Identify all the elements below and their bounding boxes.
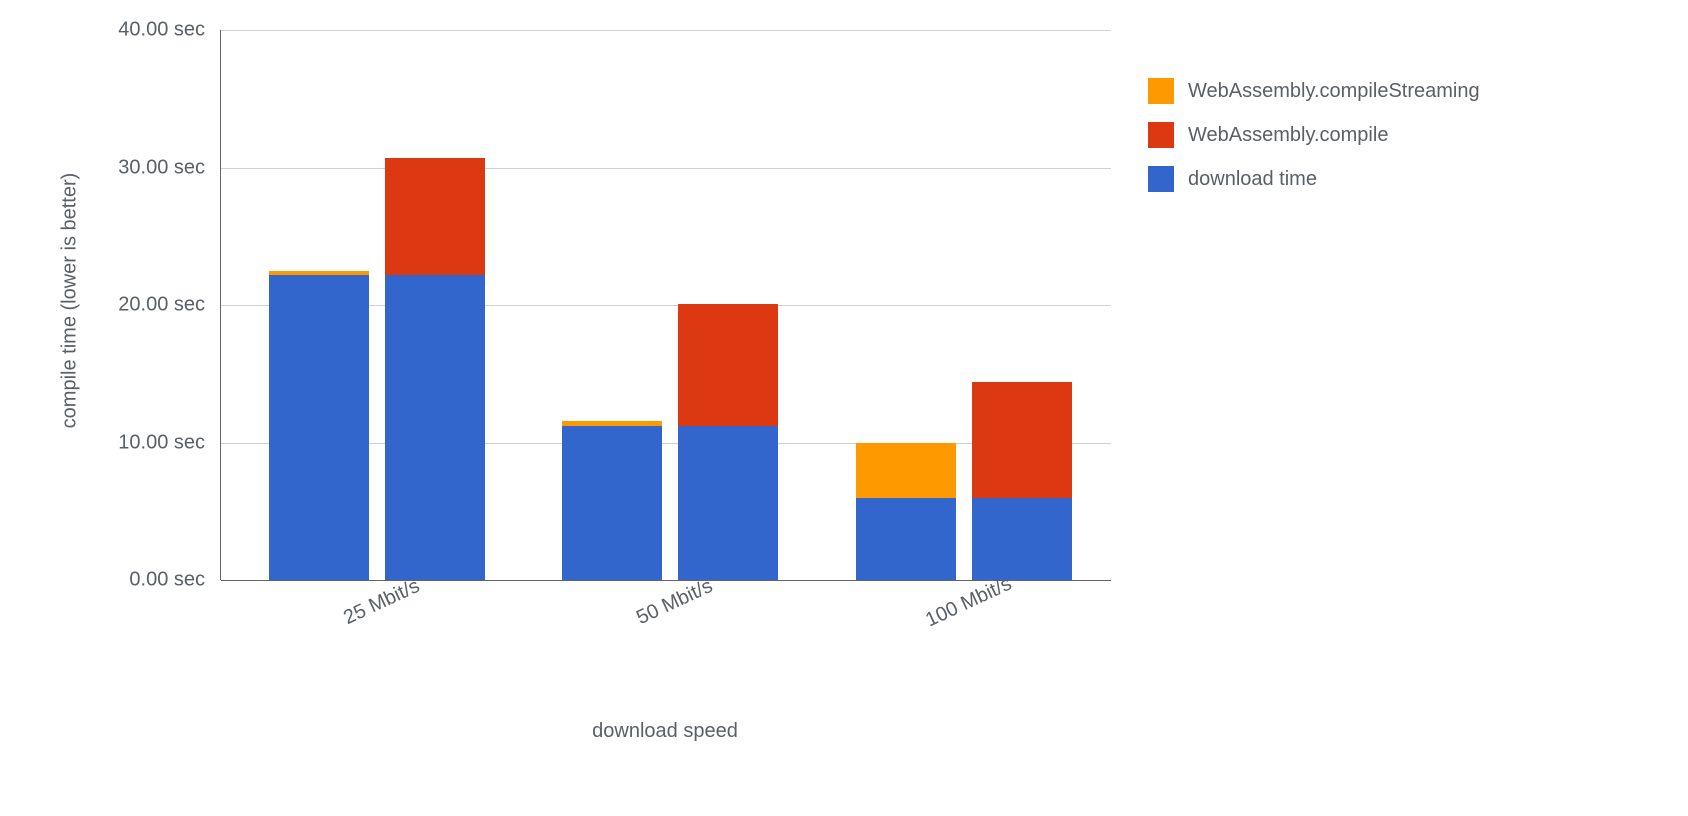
legend-label: WebAssembly.compile	[1188, 124, 1388, 147]
y-tick-label: 30.00 sec	[118, 156, 221, 179]
bar	[856, 443, 956, 581]
bar-segment-compile_streaming	[856, 443, 956, 498]
legend-label: WebAssembly.compileStreaming	[1188, 80, 1480, 103]
legend-item-download_time: download time	[1148, 166, 1480, 192]
bars-layer	[221, 30, 1111, 580]
y-tick-label: 10.00 sec	[118, 431, 221, 454]
legend-label: download time	[1188, 168, 1317, 191]
y-tick-label: 0.00 sec	[129, 569, 221, 592]
x-axis-line	[221, 580, 1111, 581]
bar-segment-download_time	[678, 426, 778, 580]
legend-item-compile_streaming: WebAssembly.compileStreaming	[1148, 78, 1480, 104]
bar-segment-compile_streaming	[562, 421, 662, 427]
bar-segment-download_time	[269, 275, 369, 580]
legend-swatch	[1148, 78, 1174, 104]
bar	[972, 382, 1072, 580]
plot-area: 0.00 sec10.00 sec20.00 sec30.00 sec40.00…	[220, 30, 1111, 580]
legend-item-compile: WebAssembly.compile	[1148, 122, 1480, 148]
legend-swatch	[1148, 166, 1174, 192]
y-tick-label: 20.00 sec	[118, 294, 221, 317]
bar	[269, 271, 369, 580]
bar-segment-download_time	[385, 275, 485, 580]
legend: WebAssembly.compileStreaming WebAssembly.…	[1148, 78, 1480, 192]
bar	[678, 304, 778, 580]
bar	[385, 158, 485, 580]
y-axis-title: compile time (lower is better)	[59, 172, 82, 428]
legend-swatch	[1148, 122, 1174, 148]
bar-segment-compile_streaming	[269, 271, 369, 275]
y-axis-title-wrap: compile time (lower is better)	[60, 0, 80, 600]
bar	[562, 421, 662, 581]
bar-segment-compile	[678, 304, 778, 426]
bar-segment-download_time	[562, 426, 662, 580]
bar-segment-compile	[972, 382, 1072, 498]
bar-segment-download_time	[856, 498, 956, 581]
x-axis-title: download speed	[220, 720, 1110, 743]
chart-container: compile time (lower is better) 0.00 sec1…	[0, 0, 1688, 816]
bar-segment-compile	[385, 158, 485, 275]
y-tick-label: 40.00 sec	[118, 19, 221, 42]
